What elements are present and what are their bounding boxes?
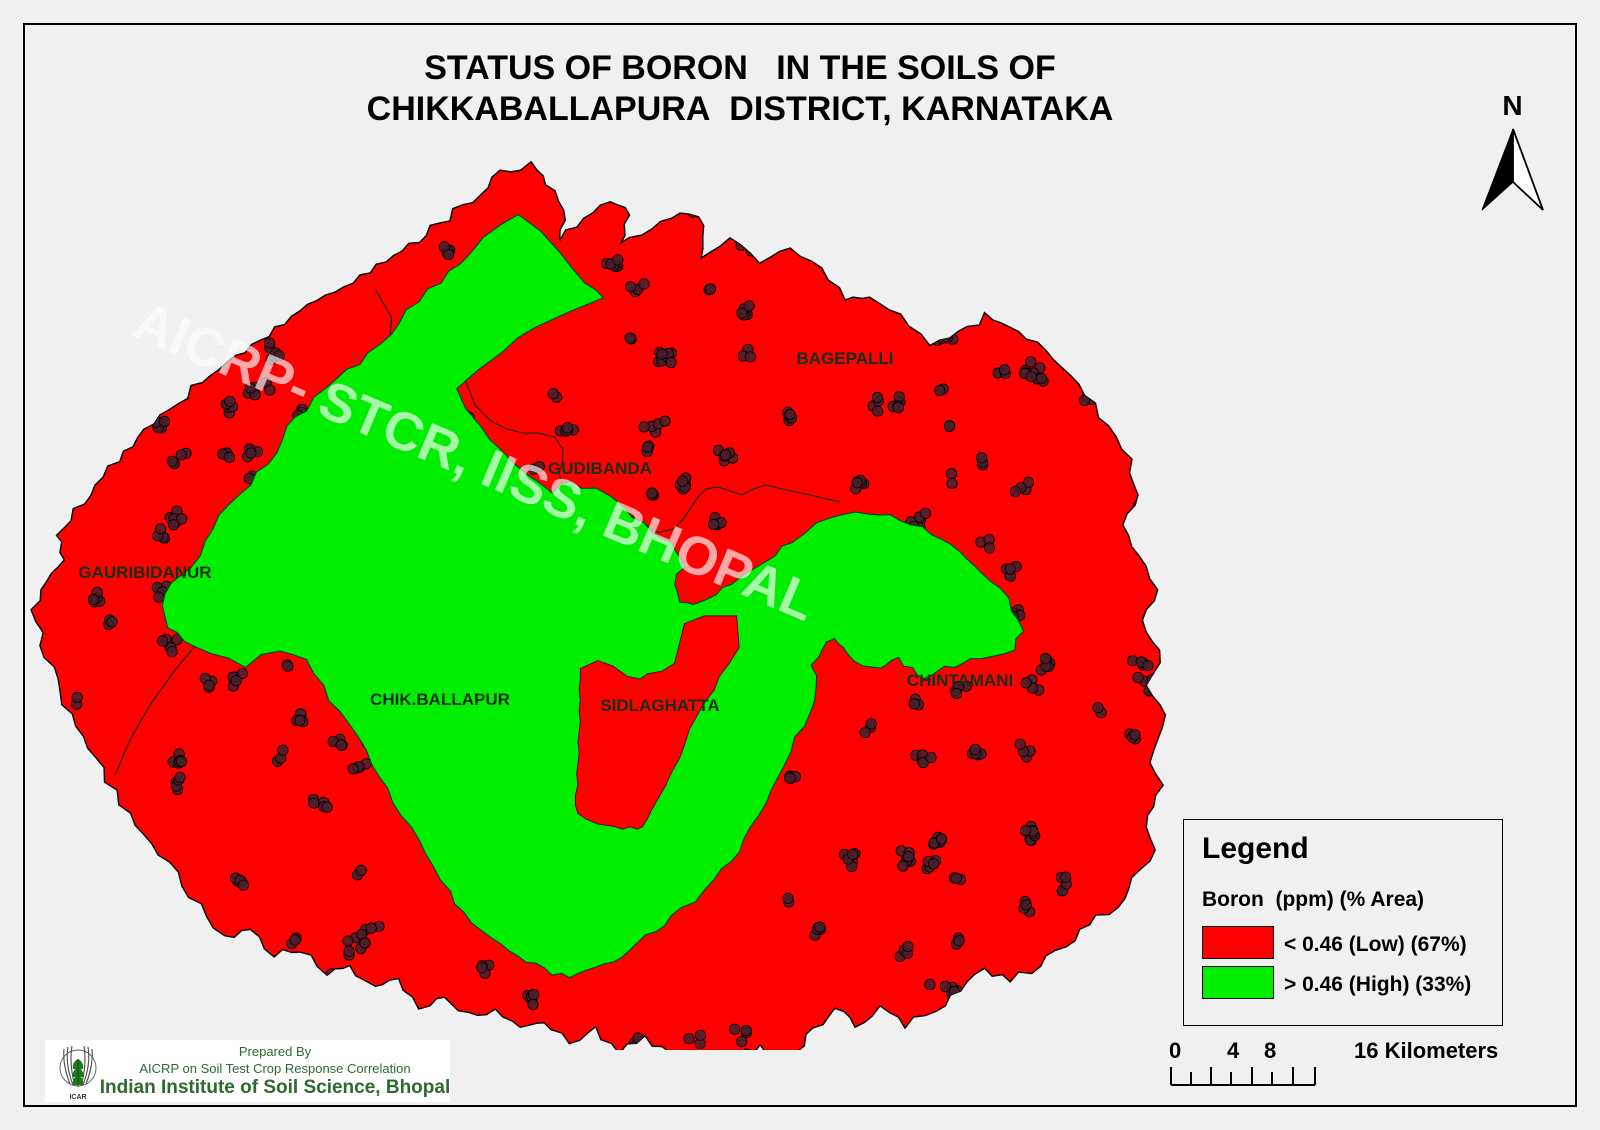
- svg-text:GAURIBIDANUR: GAURIBIDANUR: [78, 563, 211, 582]
- svg-text:SIDLAGHATTA: SIDLAGHATTA: [600, 696, 719, 715]
- svg-text:ICAR: ICAR: [69, 1094, 86, 1101]
- svg-text:BAGEPALLI: BAGEPALLI: [797, 349, 894, 368]
- svg-text:CHIK.BALLAPUR: CHIK.BALLAPUR: [370, 690, 510, 709]
- svg-text:Indian Institute of Soil Scien: Indian Institute of Soil Science, Bhopal: [100, 1077, 450, 1098]
- svg-text:CHINTAMANI: CHINTAMANI: [907, 671, 1013, 690]
- svg-text:AICRP on Soil Test Crop Respon: AICRP on Soil Test Crop Response Correla…: [139, 1061, 410, 1076]
